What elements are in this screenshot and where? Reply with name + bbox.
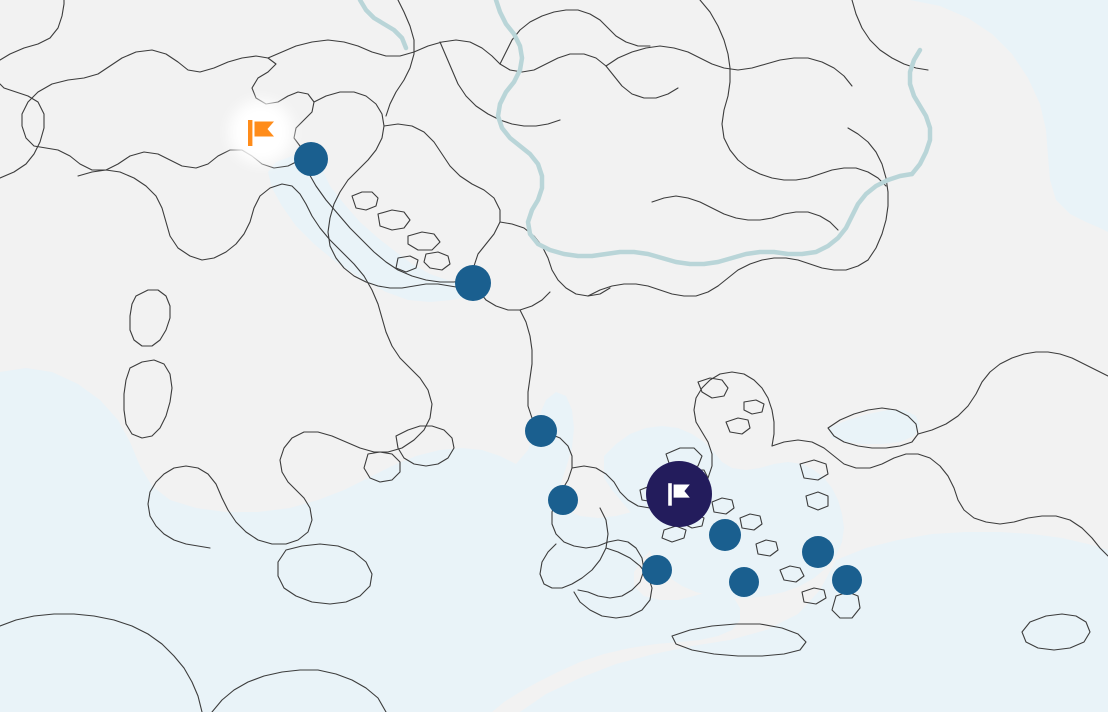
port-of-call-marker[interactable] [455, 265, 491, 301]
port-of-call-marker[interactable] [729, 567, 759, 597]
port-of-call-marker[interactable] [294, 142, 328, 176]
flag-icon [668, 483, 690, 506]
port-of-call-marker[interactable] [802, 536, 834, 568]
flag-icon [248, 120, 274, 146]
home-port-marker[interactable] [646, 461, 712, 527]
port-of-call-marker[interactable] [548, 485, 578, 515]
port-of-call-marker[interactable] [832, 565, 862, 595]
river-layer [357, 0, 933, 267]
origin-marker[interactable] [241, 112, 281, 152]
port-of-call-marker[interactable] [642, 555, 672, 585]
port-of-call-marker[interactable] [709, 519, 741, 551]
port-of-call-marker[interactable] [525, 415, 557, 447]
